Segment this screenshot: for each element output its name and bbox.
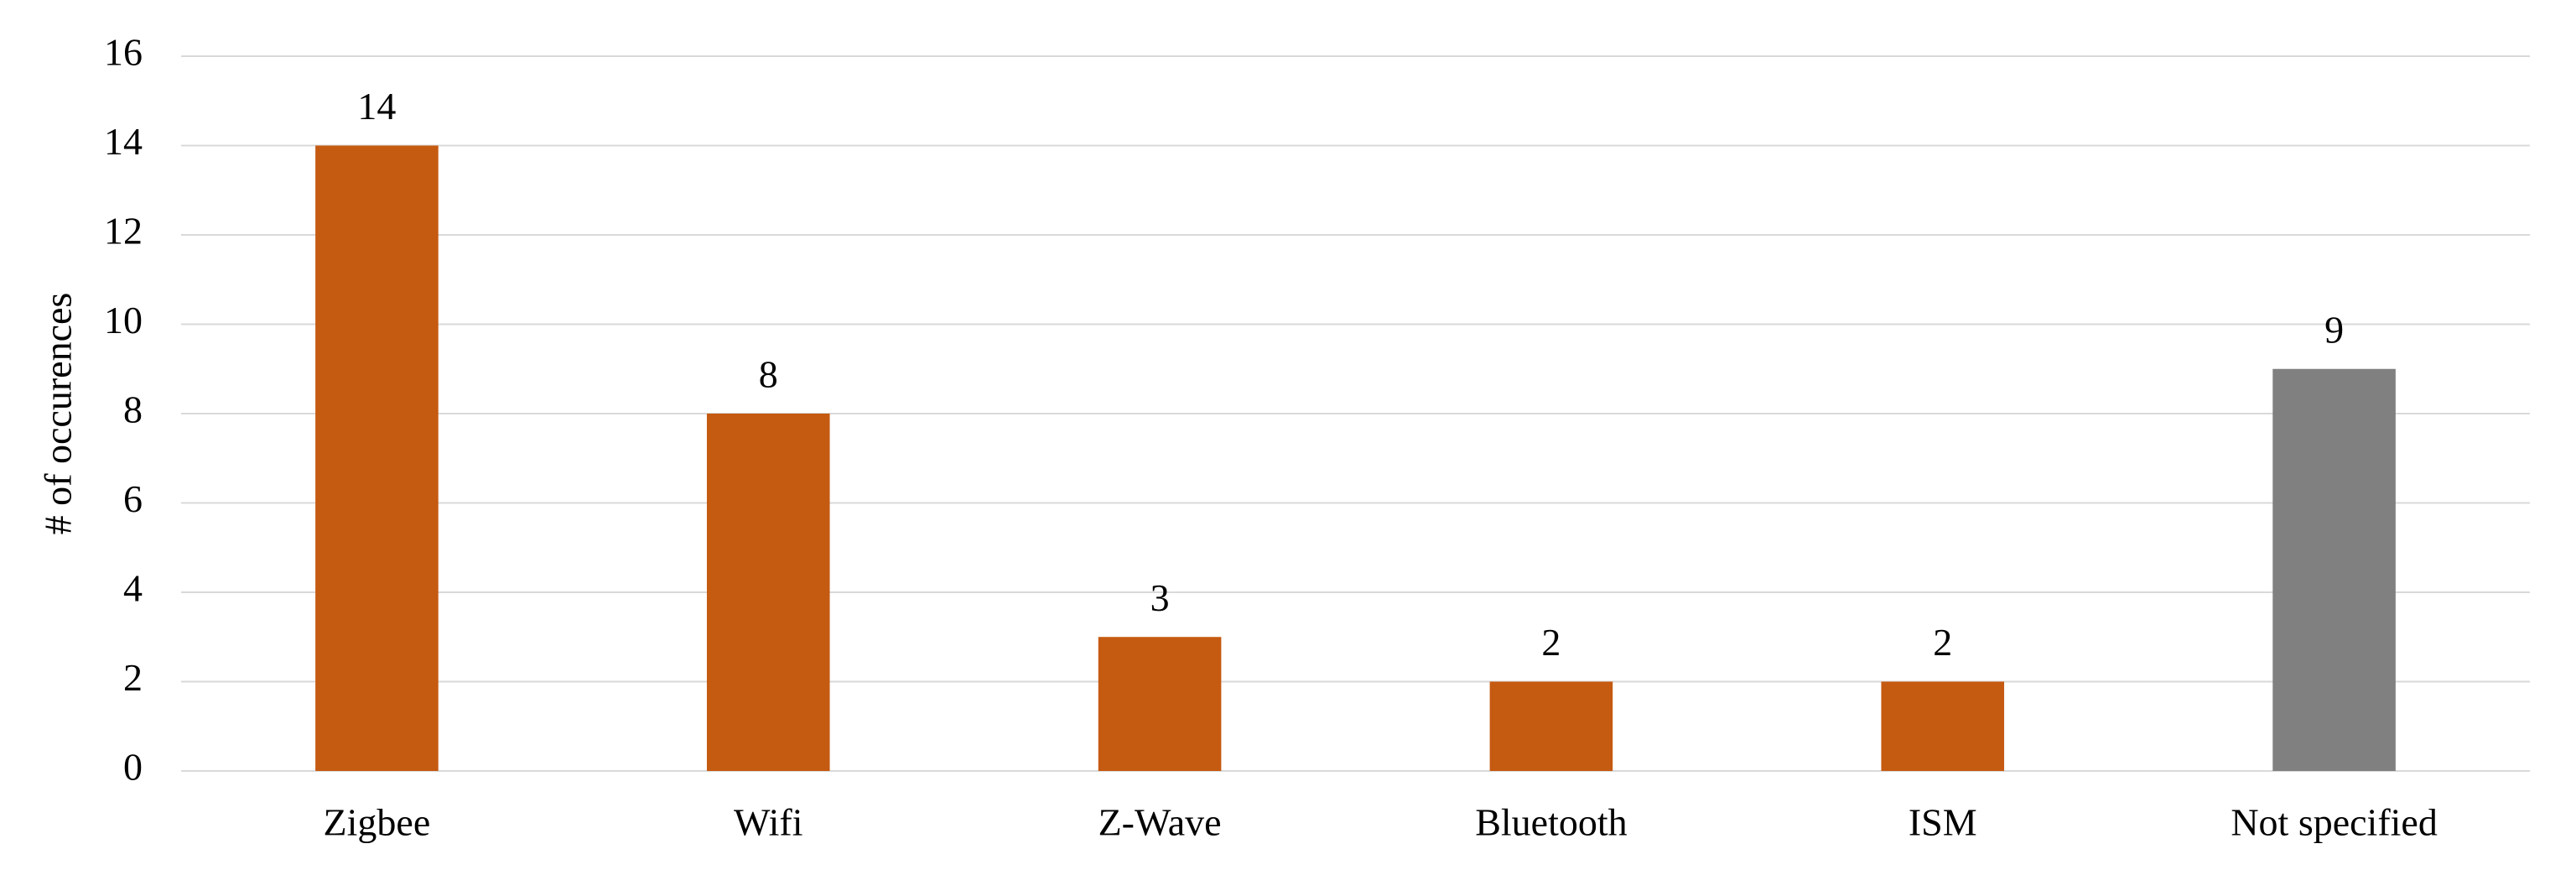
bar [1489,681,1613,771]
data-label: 2 [1541,621,1561,664]
y-tick-label: 2 [123,656,143,699]
y-tick-label: 16 [104,31,143,74]
y-axis-label: # of occurences [37,293,80,535]
y-tick-label: 6 [123,477,143,520]
x-tick-label: ISM [1909,801,1977,844]
data-label: 8 [759,353,778,396]
y-tick-label: 8 [123,388,143,431]
bar [2272,368,2396,771]
data-label: 14 [357,85,396,128]
x-tick-label: Z-Wave [1098,801,1222,844]
y-tick-label: 0 [123,746,143,789]
bar [1098,637,1222,771]
x-tick-label: Wifi [734,801,802,844]
data-label: 9 [2324,308,2344,351]
x-tick-label: Zigbee [324,801,431,844]
y-tick-label: 14 [104,120,143,163]
y-tick-label: 4 [123,567,143,610]
data-label: 3 [1150,576,1170,619]
bar [315,145,439,771]
y-tick-label: 10 [104,299,143,341]
bar [1881,681,2005,771]
y-tick-label: 12 [104,210,143,253]
x-tick-label: Bluetooth [1475,801,1627,844]
x-tick-label: Not specified [2231,801,2438,844]
data-label: 2 [1933,621,1952,664]
bar [706,414,830,771]
